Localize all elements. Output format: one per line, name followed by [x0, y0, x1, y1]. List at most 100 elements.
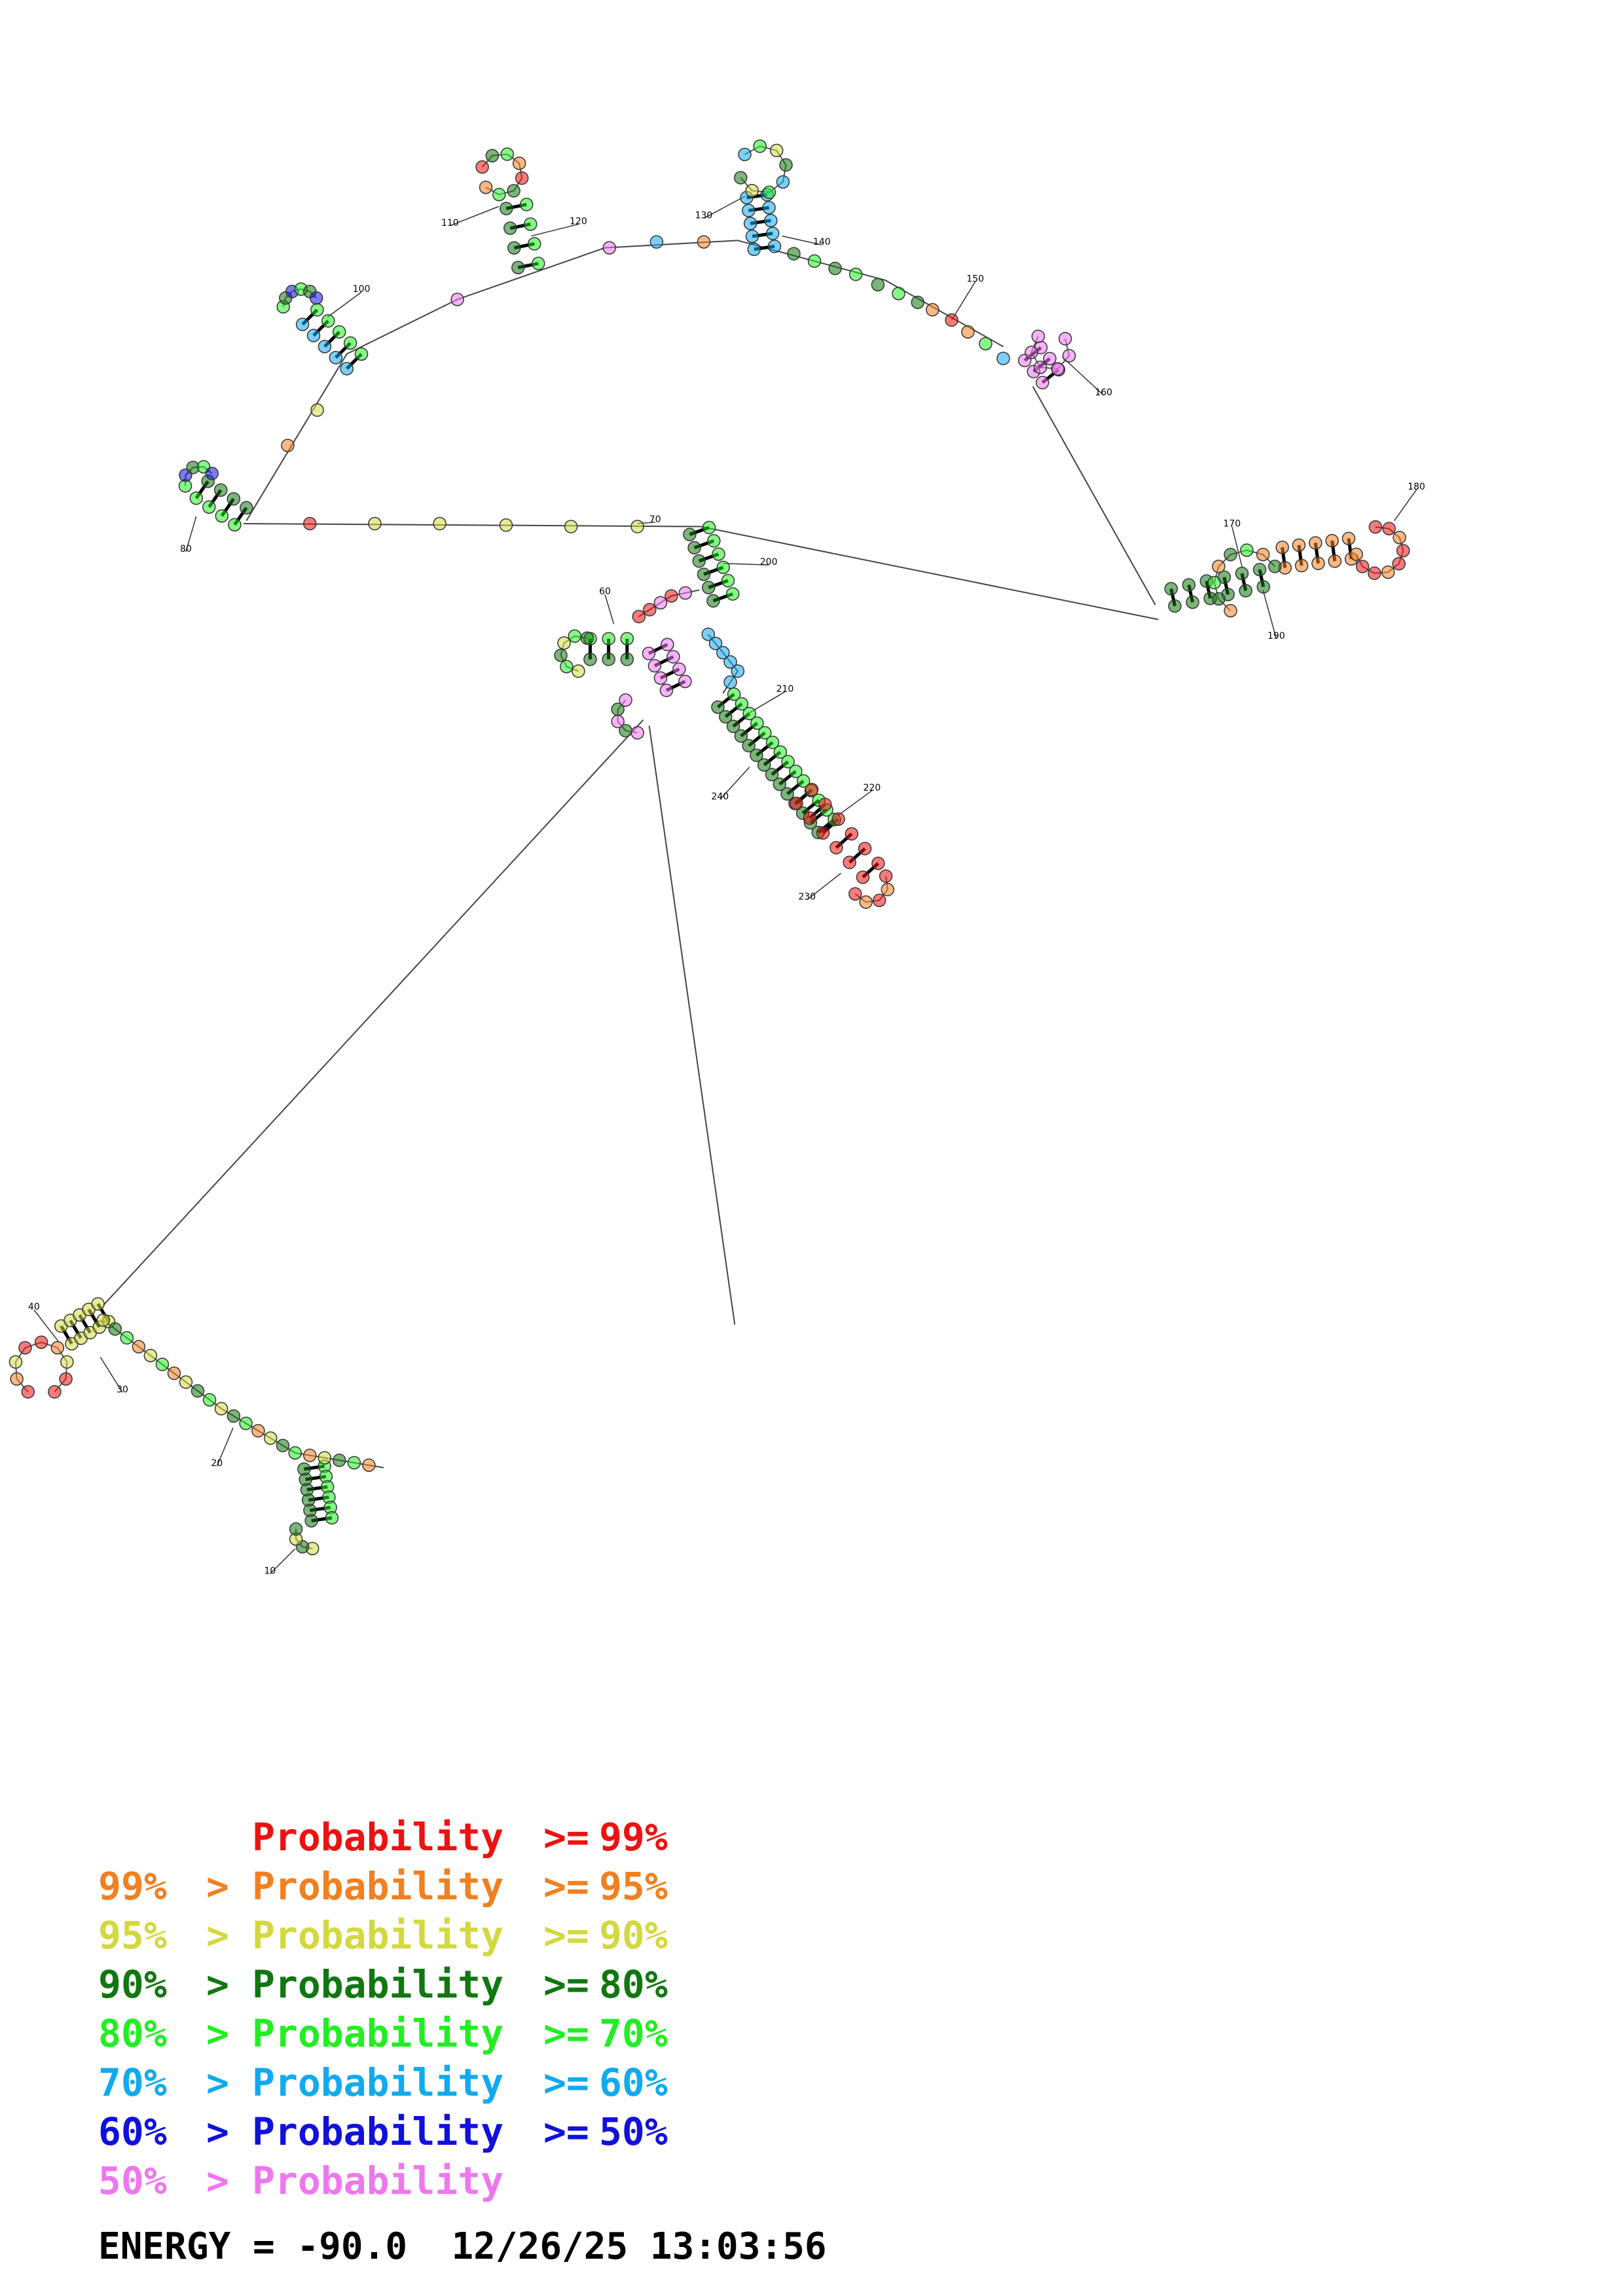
nucleotide: [108, 1322, 122, 1336]
nucleotide: [830, 840, 843, 855]
nucleotide: [773, 777, 787, 791]
legend-gt: >: [206, 2109, 229, 2154]
nucleotide: [661, 637, 674, 652]
nucleotide: [818, 797, 832, 812]
rna-structure-diagram: 10 20 30 40 60 70 80 100 110 120 130 140 150 160 170 18…: [9, 139, 1425, 1577]
nucleotide: [191, 1384, 205, 1398]
position-tick: [604, 594, 615, 624]
nucleotide: [329, 351, 343, 365]
nucleotide: [665, 589, 678, 603]
legend-upper: 50%: [599, 2109, 668, 2154]
nucleotide: [831, 812, 845, 826]
nucleotide: [708, 636, 723, 651]
nucleotide: [583, 653, 597, 666]
nucleotide: [1235, 566, 1249, 581]
nucleotide: [215, 509, 229, 523]
nucleotide: [721, 573, 735, 588]
rna-backbone: [14, 145, 1404, 1549]
nucleotide: [1062, 349, 1076, 363]
nucleotide: [321, 314, 335, 328]
backbone-segment: [246, 240, 1004, 522]
nucleotide: [303, 516, 317, 531]
nucleotide: [1036, 376, 1049, 389]
nucleotide: [803, 811, 817, 825]
nucleotide: [189, 491, 204, 505]
nucleotide: [620, 632, 634, 646]
legend-lower: 70%: [98, 2060, 167, 2105]
nucleotide: [240, 501, 253, 515]
nucleotide: [702, 520, 716, 535]
nucleotide: [227, 492, 241, 506]
position-tick: [327, 291, 362, 318]
nucleotide: [701, 627, 715, 641]
nucleotide: [1168, 599, 1182, 613]
nucleotide: [310, 403, 324, 417]
nucleotide: [304, 1514, 318, 1528]
nucleotide: [747, 242, 761, 257]
nucleotide: [848, 887, 862, 901]
legend-label: Probability: [252, 2060, 504, 2105]
position-tick: [723, 563, 769, 565]
legend-cmp: >=: [543, 1815, 589, 1859]
position-label: 200: [760, 557, 778, 567]
nucleotide: [1294, 558, 1309, 573]
date-stamp: 12/26/25: [451, 2225, 629, 2268]
legend-row: 70% > Probability >= 60%: [98, 2058, 668, 2108]
nucleotide: [859, 895, 873, 909]
position-label: 20: [211, 1458, 223, 1469]
legend-row: 95% > Probability >= 90%: [98, 1911, 668, 1960]
nucleotide: [1252, 562, 1267, 577]
backbone-segment: [648, 725, 736, 1325]
nucleotide: [1164, 582, 1178, 596]
nucleotide: [848, 267, 863, 281]
backbone-segment: [1032, 386, 1156, 605]
nucleotide: [310, 303, 324, 317]
nucleotide: [757, 758, 771, 772]
legend-label: Probability: [252, 1962, 504, 2007]
nucleotide: [845, 827, 859, 841]
position-label: 110: [441, 218, 459, 228]
legend-cmp: >=: [543, 1864, 589, 1909]
position-label: 160: [1095, 387, 1112, 398]
nucleotide: [227, 1409, 241, 1423]
nucleotide: [1368, 566, 1381, 581]
nucleotide: [879, 869, 893, 883]
nucleotide: [726, 719, 740, 734]
position-label: 80: [180, 544, 192, 554]
position-tick: [216, 1427, 234, 1467]
nucleotide: [1224, 603, 1237, 618]
legend-lower: [98, 1813, 206, 1862]
nucleotide: [1292, 538, 1306, 552]
nucleotide: [202, 1393, 217, 1407]
nucleotide: [1043, 351, 1057, 366]
nucleotide: [1033, 360, 1048, 374]
position-tick: [185, 516, 197, 552]
legend-upper: 90%: [599, 1913, 668, 1958]
position-label: 170: [1223, 519, 1241, 529]
nucleotide: [239, 1416, 253, 1431]
nucleotide: [318, 1451, 332, 1465]
nucleotide: [725, 587, 740, 601]
nucleotide: [263, 1431, 278, 1445]
position-label: 210: [776, 684, 794, 694]
legend-row: 80% > Probability >= 70%: [98, 2009, 668, 2058]
legend-lower: 90%: [98, 1962, 167, 2007]
legend-gt: >: [206, 1962, 229, 2007]
nucleotide: [18, 1340, 32, 1355]
position-label: 100: [353, 284, 371, 295]
nucleotide: [643, 603, 657, 617]
nucleotide: [1031, 329, 1046, 344]
position-tick: [100, 1356, 123, 1393]
nucleotide: [560, 660, 574, 673]
legend-cmp: [543, 2157, 599, 2206]
nucleotide: [750, 716, 764, 730]
nucleotide: [276, 1439, 290, 1452]
legend-gt: [206, 1813, 252, 1862]
nucleotide: [1309, 536, 1322, 550]
nucleotide: [716, 560, 730, 575]
nucleotide: [21, 1385, 35, 1399]
nucleotide: [492, 187, 506, 202]
nucleotide: [519, 198, 534, 211]
nucleotide: [332, 325, 346, 339]
position-label: 240: [711, 791, 729, 802]
